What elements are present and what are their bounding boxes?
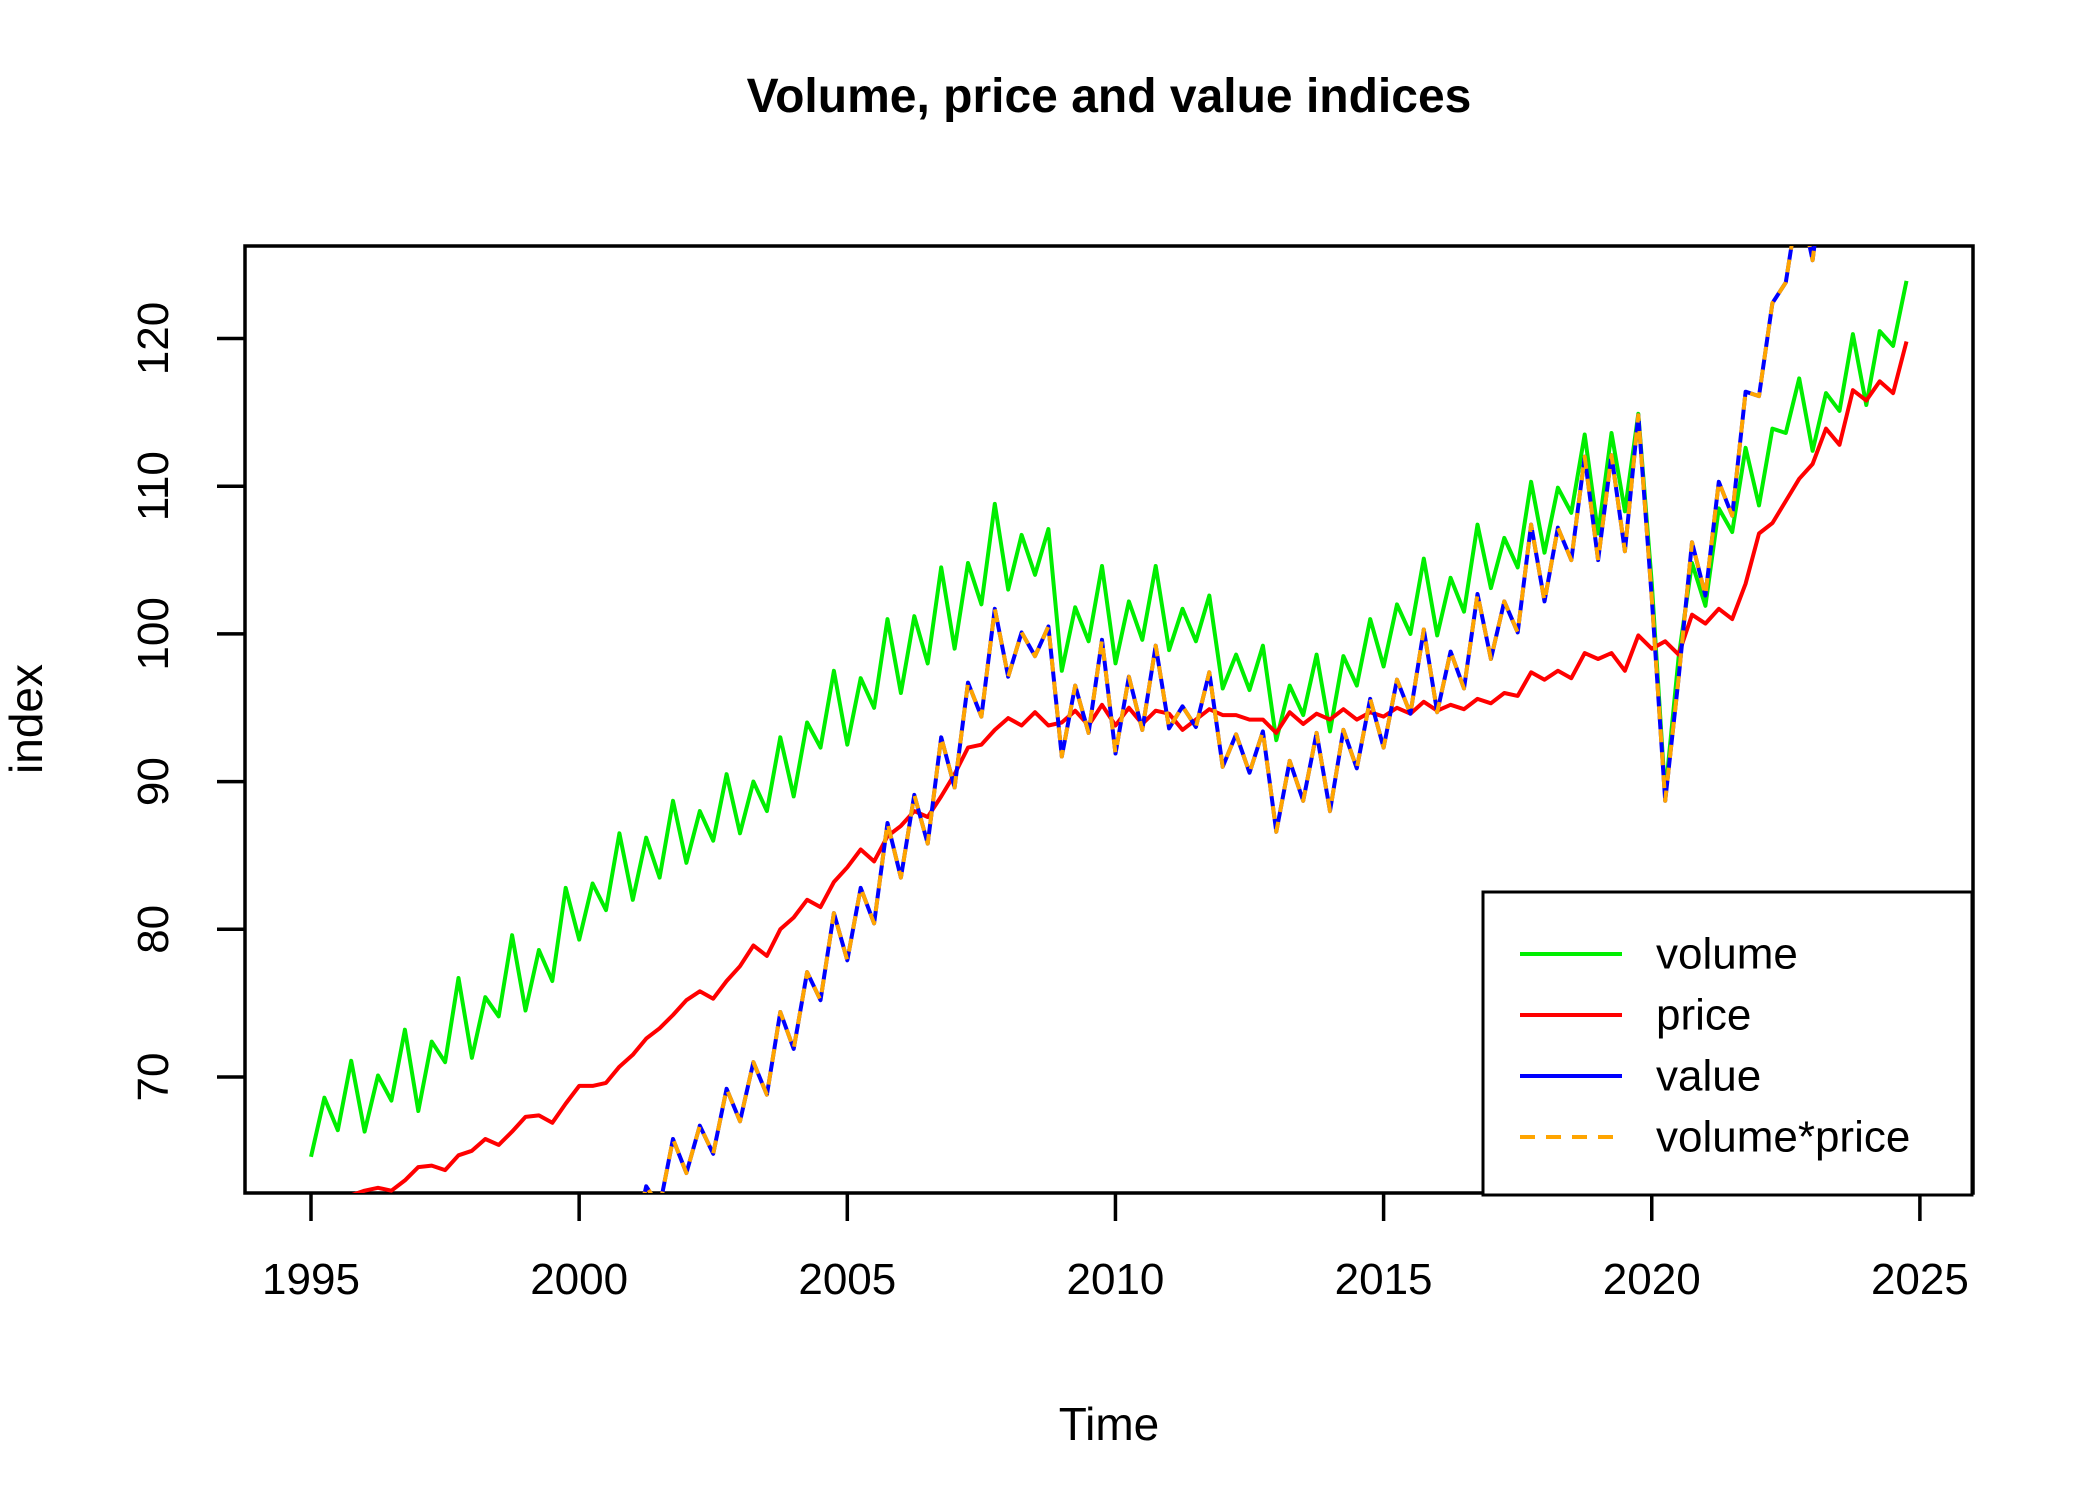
series-lines [309,246,1909,1193]
y-tick-label: 100 [129,597,178,670]
x-tick-label: 2005 [798,1255,896,1304]
x-tick-label: 2000 [530,1255,628,1304]
x-axis-title: Time [1059,1398,1160,1450]
y-axis: 70 80 90 100 110 120 [129,302,245,1102]
legend-label-volume: volume [1656,930,1798,979]
x-tick-label: 2020 [1603,1255,1701,1304]
y-tick-label: 70 [129,1053,178,1102]
legend-label-price: price [1656,991,1751,1040]
legend-label-value: value [1656,1052,1761,1101]
legend: volume price value volume*price [1481,890,1974,1197]
chart-title: Volume, price and value indices [747,70,1472,123]
x-tick-label: 2025 [1871,1255,1969,1304]
y-tick-label: 90 [129,757,178,806]
x-tick-label: 2015 [1335,1255,1433,1304]
y-tick-label: 80 [129,905,178,954]
x-tick-label: 2010 [1067,1255,1165,1304]
y-axis-title: index [0,664,52,774]
x-axis: 1995 2000 2005 2010 2015 2020 2025 [262,1193,1969,1304]
x-tick-label: 1995 [262,1255,360,1304]
legend-label-volumexprice: volume*price [1656,1113,1910,1162]
y-tick-label: 120 [129,302,178,375]
y-tick-label: 110 [129,451,178,521]
legend-box [1481,890,1974,1197]
plot-frame [243,244,1975,1195]
series-line-price [351,340,1909,1193]
series-line-volumexprice [642,246,1817,1193]
